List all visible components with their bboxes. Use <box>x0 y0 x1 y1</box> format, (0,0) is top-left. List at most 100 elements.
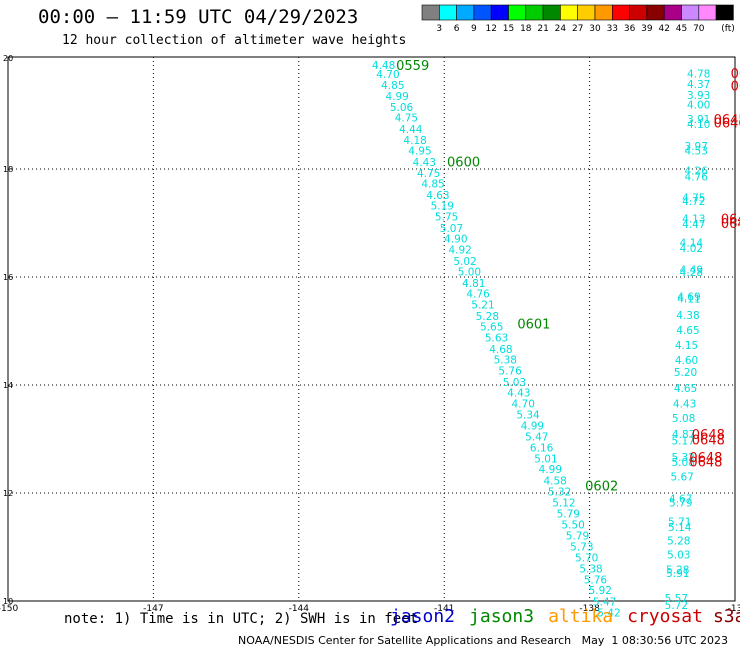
time-label: 0645 <box>714 113 740 128</box>
legend-unit: (ft) <box>721 24 735 34</box>
mission-altika: altika <box>548 606 614 627</box>
swh-value-label: 4.72 <box>682 196 705 208</box>
swh-value-label: 5.72 <box>665 600 688 612</box>
swh-value-label: 4.75 <box>682 193 705 205</box>
swh-value-label: 4.43 <box>673 398 696 410</box>
y-tick-label: 16 <box>3 273 13 282</box>
swh-value-label: 5.03 <box>503 377 526 389</box>
time-label: 0648 <box>689 456 722 471</box>
swh-value-label: 4.69 <box>677 291 700 303</box>
legend-label: 45 <box>676 24 687 34</box>
swh-value-label: 5.71 <box>668 517 691 529</box>
legend-label: 30 <box>589 24 601 34</box>
swh-value-label: 4.68 <box>489 344 512 356</box>
swh-value-label: 4.11 <box>677 294 700 306</box>
time-label: 0646 <box>714 117 740 132</box>
swh-value-label: 5.28 <box>667 536 690 548</box>
x-tick-label: -150 <box>0 604 18 614</box>
swh-value-label: 4.13 <box>682 214 705 226</box>
time-label: 0647 <box>721 213 740 228</box>
time-label: 0648 <box>692 428 725 443</box>
legend-label: 6 <box>454 24 460 34</box>
swh-value-label: 5.19 <box>431 201 454 213</box>
swh-value-label: 5.47 <box>525 431 548 443</box>
footnote: note: 1) Time is in UTC; 2) SWH is in fe… <box>64 611 419 627</box>
swh-value-label: 5.00 <box>458 267 481 279</box>
swh-value-label: 5.20 <box>674 367 697 379</box>
swh-value-label: 4.90 <box>444 234 467 246</box>
legend-swatch <box>715 4 734 21</box>
mission-cryosat: cryosat <box>627 606 703 627</box>
legend-label: 21 <box>537 24 548 34</box>
time-label: 0646 <box>731 67 740 82</box>
swh-value-label: 4.49 <box>680 264 703 276</box>
x-tick-label: -138 <box>579 604 600 614</box>
x-tick-label: -144 <box>289 604 310 614</box>
swh-value-label: 4.15 <box>675 340 698 352</box>
swh-value-label: 5.28 <box>666 565 689 577</box>
swh-value-label: 5.79 <box>566 531 589 543</box>
legend-label: 42 <box>658 24 669 34</box>
swh-value-label: 5.08 <box>671 457 694 469</box>
swh-value-label: 5.73 <box>570 541 593 553</box>
y-tick-label: 12 <box>3 489 13 498</box>
y-tick-label: 20 <box>3 54 13 63</box>
swh-value-label: 4.87 <box>672 429 695 441</box>
swh-value-label: 4.78 <box>687 68 710 80</box>
mission-legend: jason2 jason3 altika cryosat s3a <box>390 606 740 627</box>
time-label: 0647 <box>721 217 740 232</box>
swh-value-label: 4.37 <box>687 79 710 91</box>
swh-value-label: 4.70 <box>376 69 399 81</box>
swh-value-label: 5.12 <box>552 498 575 510</box>
swh-value-label: 5.28 <box>476 311 499 323</box>
swh-value-label: 4.95 <box>408 146 431 158</box>
swh-value-label: 5.75 <box>435 212 458 224</box>
legend-label: 18 <box>520 24 532 34</box>
time-label: 0648 <box>689 451 722 466</box>
mission-s3a: s3a <box>712 606 740 627</box>
swh-value-label: 4.10 <box>687 119 710 131</box>
swh-value-label: 3.97 <box>685 141 708 153</box>
color-legend: 3 6 9 12 15 18 21 24 27 30 33 36 39 42 45 70 (ft) <box>421 4 735 34</box>
swh-value-label: 5.02 <box>453 256 476 268</box>
chart-title: 00:00 — 11:59 UTC 04/29/2023 <box>38 6 359 28</box>
swh-value-label: 4.70 <box>512 398 535 410</box>
swh-value-label: 5.01 <box>534 453 557 465</box>
swh-value-label: 4.99 <box>521 421 544 433</box>
swh-value-label: 5.92 <box>589 585 612 597</box>
legend-label: 70 <box>693 24 705 34</box>
swh-value-label: 5.91 <box>666 568 689 580</box>
swh-value-label: 4.14 <box>680 237 704 249</box>
mission-jason3: jason3 <box>469 606 535 627</box>
swh-value-label: 5.38 <box>494 355 517 367</box>
swh-value-label: 3.91 <box>687 114 710 126</box>
swh-value-label: 5.47 <box>593 597 616 609</box>
time-label: 0648 <box>692 434 725 449</box>
legend-label: 15 <box>503 24 514 34</box>
credits-footer: NOAA/NESDIS Center for Satellite Applica… <box>238 634 729 647</box>
mission-jason2: jason2 <box>390 606 456 627</box>
swh-value-label: 5.79 <box>669 498 692 510</box>
x-tick-label: -13 <box>728 604 740 614</box>
swh-value-label: 5.76 <box>498 365 522 377</box>
swh-value-label: 4.99 <box>539 464 562 476</box>
legend-label: 36 <box>624 24 636 34</box>
swh-value-label: 4.99 <box>385 91 408 103</box>
legend-label: 3 <box>436 24 442 34</box>
swh-value-label: 5.38 <box>579 564 602 576</box>
swh-value-label: 4.76 <box>466 289 490 301</box>
time-label: 0601 <box>517 317 550 332</box>
swh-value-label: 5.32 <box>671 452 694 464</box>
swh-value-label: 5.06 <box>390 102 414 114</box>
swh-value-label: 5.65 <box>480 322 503 334</box>
swh-value-label: 4.44 <box>399 124 423 136</box>
swh-value-label: 4.65 <box>676 325 699 337</box>
swh-value-label: 4.58 <box>543 476 566 488</box>
swh-value-label: 4.67 <box>669 493 692 505</box>
swh-value-label: 4.65 <box>674 383 697 395</box>
time-label: 0559 <box>396 59 429 74</box>
swh-value-label: 5.17 <box>671 436 694 448</box>
swh-value-label: 4.47 <box>682 219 705 231</box>
swh-value-label: 4.85 <box>381 80 404 92</box>
